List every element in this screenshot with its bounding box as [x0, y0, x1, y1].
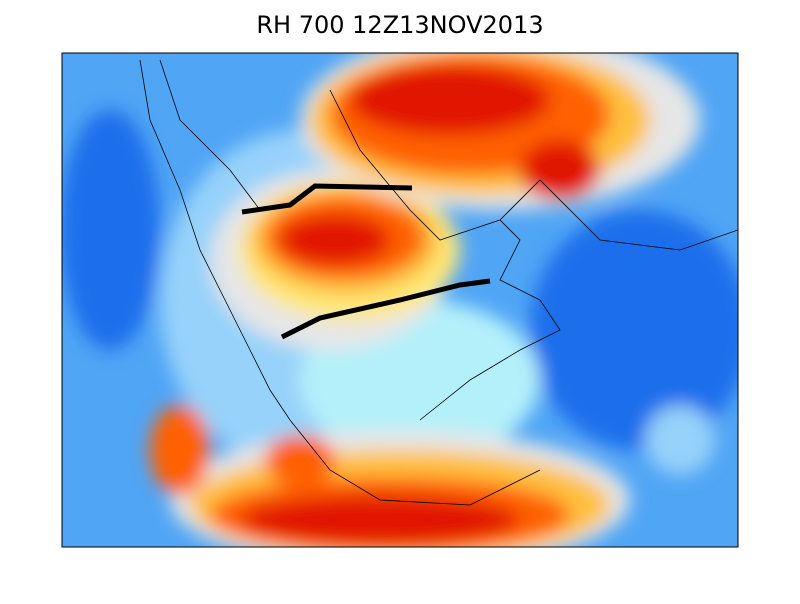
- map-title: RH 700 12Z13NOV2013: [256, 11, 543, 39]
- humidity-field: [62, 53, 738, 547]
- front-line: [280, 278, 491, 340]
- front-line: [241, 183, 413, 215]
- plot-frame: [61, 52, 739, 548]
